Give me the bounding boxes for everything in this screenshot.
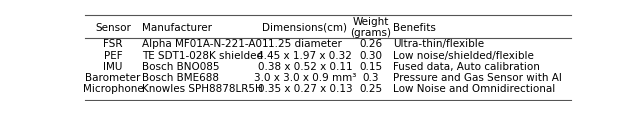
Text: Weight
(grams): Weight (grams) — [350, 17, 391, 38]
Text: 0.25: 0.25 — [359, 84, 382, 94]
Text: Fused data, Auto calibration: Fused data, Auto calibration — [393, 61, 540, 71]
Text: Sensor: Sensor — [95, 22, 131, 32]
Text: TE SDT1-028K shielded: TE SDT1-028K shielded — [142, 50, 264, 60]
Text: 0.26: 0.26 — [359, 39, 382, 49]
Text: Ultra-thin/flexible: Ultra-thin/flexible — [393, 39, 484, 49]
Text: FSR: FSR — [103, 39, 123, 49]
Text: PEF: PEF — [104, 50, 122, 60]
Text: 3.0 x 3.0 x 0.9 mm³: 3.0 x 3.0 x 0.9 mm³ — [253, 73, 356, 82]
Text: Bosch BNO085: Bosch BNO085 — [142, 61, 220, 71]
Text: Benefits: Benefits — [393, 22, 436, 32]
Text: 1.25 diameter: 1.25 diameter — [268, 39, 342, 49]
Text: Manufacturer: Manufacturer — [142, 22, 212, 32]
Text: Pressure and Gas Sensor with AI: Pressure and Gas Sensor with AI — [393, 73, 561, 82]
Text: Bosch BME688: Bosch BME688 — [142, 73, 220, 82]
Text: Microphone: Microphone — [83, 84, 143, 94]
Text: IMU: IMU — [103, 61, 123, 71]
Text: Knowles SPH8878LR5H: Knowles SPH8878LR5H — [142, 84, 263, 94]
Text: Low noise/shielded/flexible: Low noise/shielded/flexible — [393, 50, 534, 60]
Text: Low Noise and Omnidirectional: Low Noise and Omnidirectional — [393, 84, 555, 94]
Text: 0.15: 0.15 — [359, 61, 382, 71]
Text: Barometer: Barometer — [85, 73, 141, 82]
Text: Dimensions(cm): Dimensions(cm) — [262, 22, 348, 32]
Text: 0.3: 0.3 — [362, 73, 379, 82]
Text: 4.45 x 1.97 x 0.32: 4.45 x 1.97 x 0.32 — [257, 50, 353, 60]
Text: Alpha MF01A-N-221-A01: Alpha MF01A-N-221-A01 — [142, 39, 269, 49]
Text: 0.35 x 0.27 x 0.13: 0.35 x 0.27 x 0.13 — [257, 84, 352, 94]
Text: 0.38 x 0.52 x 0.11: 0.38 x 0.52 x 0.11 — [257, 61, 352, 71]
Text: 0.30: 0.30 — [359, 50, 382, 60]
